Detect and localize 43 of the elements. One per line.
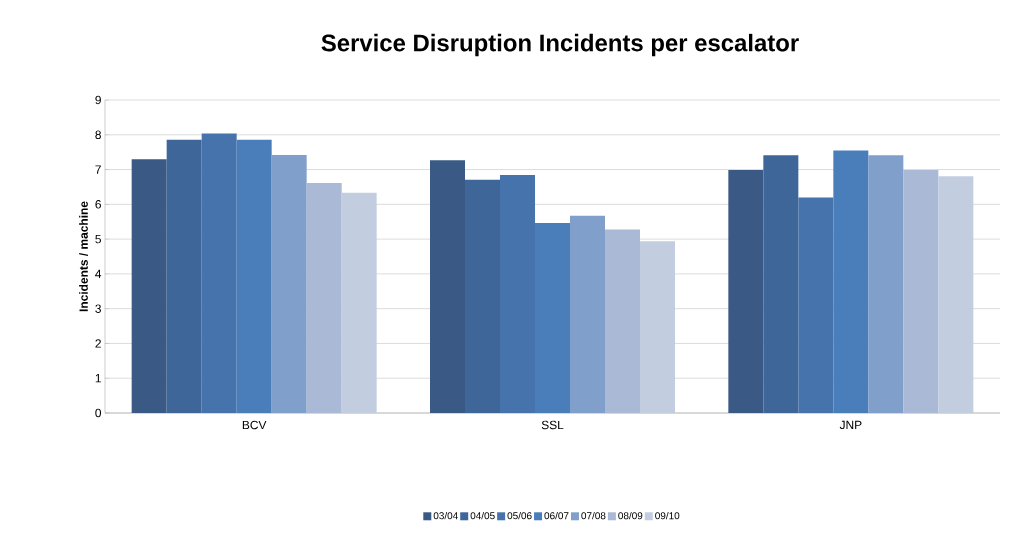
bar — [166, 139, 202, 413]
bar — [903, 169, 939, 413]
y-tick-label: 8 — [95, 130, 101, 139]
bar — [271, 154, 307, 413]
y-tick-label: 1 — [95, 374, 101, 383]
y-tick-label: 7 — [95, 165, 101, 174]
bar — [798, 197, 834, 413]
y-tick-label: 3 — [95, 304, 101, 313]
bar — [430, 160, 465, 413]
bar — [605, 229, 640, 413]
bar — [728, 169, 764, 413]
legend-label: 07/08 — [581, 511, 606, 520]
y-tick-label: 6 — [95, 200, 101, 209]
chart-title: Service Disruption Incidents per escalator — [321, 33, 799, 57]
bar — [500, 175, 535, 413]
bar — [938, 176, 974, 413]
x-tick-label: JNP — [839, 420, 862, 430]
y-tick-label: 0 — [95, 408, 102, 418]
bar — [570, 215, 605, 413]
bar — [236, 139, 272, 413]
bar — [640, 241, 676, 413]
x-tick-label: BCV — [242, 420, 267, 430]
legend-label: 04/05 — [470, 511, 495, 520]
y-axis-title: Incidents / machine — [79, 201, 88, 312]
bar — [833, 150, 869, 413]
y-tick-label: 4 — [95, 269, 102, 278]
bar — [306, 183, 342, 413]
bar — [201, 133, 237, 413]
legend-label: 09/10 — [655, 511, 680, 520]
y-tick-label: 2 — [95, 339, 101, 348]
bar — [763, 155, 799, 413]
legend-label: 03/04 — [433, 511, 458, 520]
legend-label: 05/06 — [507, 511, 532, 520]
x-tick-label: SSL — [541, 420, 564, 430]
y-tick-label: 9 — [95, 95, 101, 105]
legend-label: 06/07 — [544, 511, 569, 520]
legend-label: 08/09 — [618, 511, 643, 520]
bar — [341, 192, 377, 413]
bar — [131, 159, 167, 413]
bar — [465, 179, 500, 413]
y-tick-label: 5 — [95, 234, 101, 244]
bar — [868, 155, 904, 413]
bar — [535, 223, 570, 413]
